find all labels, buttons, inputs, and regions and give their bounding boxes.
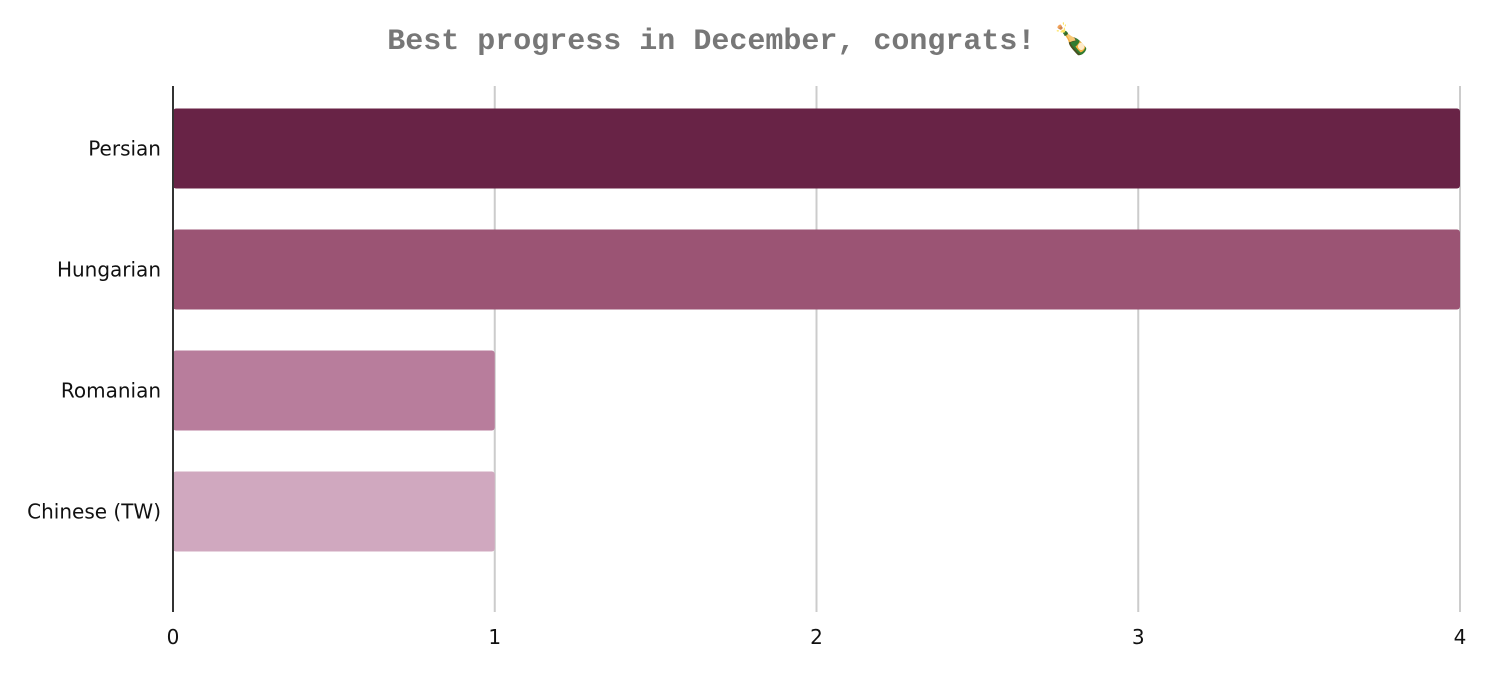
category-label: Hungarian <box>57 258 161 282</box>
bar-romanian[interactable] <box>173 350 495 431</box>
x-tick-label: 1 <box>488 625 501 649</box>
category-label: Romanian <box>61 379 161 403</box>
x-tick-label: 3 <box>1132 625 1145 649</box>
category-labels: Persian Hungarian Romanian Chinese (TW) <box>27 137 161 524</box>
chart-title: Best progress in December, congrats! 🍾 <box>387 25 1091 59</box>
x-tick-label: 2 <box>810 625 823 649</box>
x-tick-label: 4 <box>1454 625 1467 649</box>
category-label: Chinese (TW) <box>27 500 161 524</box>
bar-persian[interactable] <box>173 108 1460 189</box>
x-tick-label: 0 <box>167 625 180 649</box>
bar-hungarian[interactable] <box>173 229 1460 310</box>
bar-chinese-tw[interactable] <box>173 471 495 552</box>
bars <box>173 108 1460 552</box>
category-label: Persian <box>88 137 161 161</box>
x-tick-labels: 0 1 2 3 4 <box>167 625 1467 649</box>
